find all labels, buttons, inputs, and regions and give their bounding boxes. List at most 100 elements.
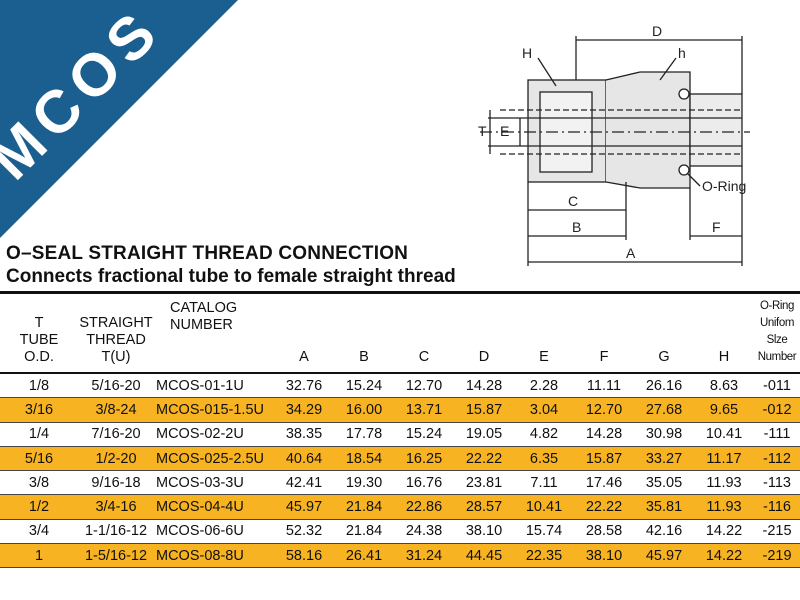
table-cell: 11.17 [694, 446, 754, 472]
label-H: H [522, 45, 532, 61]
table-cell: 10.41 [514, 494, 574, 520]
table-cell: 34.29 [274, 397, 334, 423]
table-cell: 15.74 [514, 519, 574, 545]
table-cell: 26.41 [334, 543, 394, 569]
table-cell: 12.70 [574, 397, 634, 423]
table-cell: 3.04 [514, 397, 574, 423]
table-cell: MCOS-08-8U [154, 543, 274, 569]
table-row: 1 1-5/16-12 MCOS-08-8U 58.16 26.41 31.24 44.45… [0, 543, 800, 569]
table-cell: 14.28 [454, 373, 514, 399]
table-cell: 3/8 [0, 470, 78, 496]
label-D: D [652, 23, 662, 39]
label-C: C [568, 193, 578, 209]
title-rule [0, 291, 800, 294]
table-cell: 19.05 [454, 422, 514, 447]
col-C: C [418, 349, 430, 365]
table-cell: 21.84 [334, 494, 394, 520]
table-cell: -215 [754, 519, 800, 545]
table-cell: -116 [754, 494, 800, 520]
table-cell: 18.54 [334, 446, 394, 472]
table-cell: 31.24 [394, 543, 454, 569]
table-cell: 11.93 [694, 494, 754, 520]
dimension-table: T TUBE O.D. STRAIGHT THREAD T(U) CATALOG… [0, 298, 800, 569]
col-catalog: CATALOG NUMBER [170, 300, 238, 333]
col-D: D [478, 349, 490, 365]
table-cell: 11.11 [574, 373, 634, 399]
col-thread: STRAIGHT THREAD T(U) [79, 315, 153, 365]
table-row: 3/16 3/8-24 MCOS-015-1.5U 34.29 16.00 13.71 15… [0, 397, 800, 423]
table-cell: 14.28 [574, 422, 634, 447]
table-cell: 10.41 [694, 422, 754, 447]
table-cell: MCOS-04-4U [154, 494, 274, 520]
label-A: A [626, 245, 636, 261]
table-cell: -219 [754, 543, 800, 569]
table-cell: 45.97 [634, 543, 694, 569]
table-cell: 3/4-16 [78, 494, 154, 520]
table-cell: 1/2 [0, 494, 78, 520]
table-cell: -111 [754, 422, 800, 447]
table-cell: 44.45 [454, 543, 514, 569]
col-B: B [359, 349, 369, 365]
table-cell: 8.63 [694, 373, 754, 399]
table-cell: 1 [0, 543, 78, 569]
table-cell: 38.35 [274, 422, 334, 447]
table-cell: 1-1/16-12 [78, 519, 154, 545]
table-cell: 32.76 [274, 373, 334, 399]
table-cell: 35.81 [634, 494, 694, 520]
table-cell: 27.68 [634, 397, 694, 423]
table-cell: 45.97 [274, 494, 334, 520]
table-row: 5/16 1/2-20 MCOS-025-2.5U 40.64 18.54 16.25 22… [0, 446, 800, 472]
table-cell: 15.87 [574, 446, 634, 472]
table-row: 3/4 1-1/16-12 MCOS-06-6U 52.32 21.84 24.38 38.… [0, 519, 800, 545]
label-B: B [572, 219, 581, 235]
table-cell: MCOS-025-2.5U [154, 446, 274, 472]
table-cell: 38.10 [574, 543, 634, 569]
table-cell: 52.32 [274, 519, 334, 545]
table-row: 1/2 3/4-16 MCOS-04-4U 45.97 21.84 22.86 28.57 1… [0, 494, 800, 520]
table-cell: 7/16-20 [78, 422, 154, 447]
label-h: h [678, 45, 686, 61]
table-cell: 3/4 [0, 519, 78, 545]
table-cell: 22.22 [454, 446, 514, 472]
table-cell: 14.22 [694, 543, 754, 569]
table-cell: -012 [754, 397, 800, 423]
table-cell: 15.87 [454, 397, 514, 423]
table-cell: 1/2-20 [78, 446, 154, 472]
table-cell: MCOS-06-6U [154, 519, 274, 545]
table-cell: MCOS-015-1.5U [154, 397, 274, 423]
col-oring: O-Ring Unifom Slze Number [757, 300, 797, 363]
col-tube-od: T TUBE O.D. [19, 315, 59, 365]
label-T: T [478, 123, 487, 139]
table-cell: 16.76 [394, 470, 454, 496]
table-cell: 1/4 [0, 422, 78, 447]
table-row: 1/8 5/16-20 MCOS-01-1U 32.76 15.24 12.70 14.28… [0, 373, 800, 399]
table-cell: 6.35 [514, 446, 574, 472]
table-cell: 13.71 [394, 397, 454, 423]
table-cell: 11.93 [694, 470, 754, 496]
table-cell: 42.16 [634, 519, 694, 545]
col-A: A [299, 349, 309, 365]
table-cell: 1-5/16-12 [78, 543, 154, 569]
table-cell: 5/16 [0, 446, 78, 472]
col-G: G [658, 349, 670, 365]
table-cell: 15.24 [394, 422, 454, 447]
table-cell: 16.25 [394, 446, 454, 472]
table-cell: 33.27 [634, 446, 694, 472]
table-cell: 17.46 [574, 470, 634, 496]
table-cell: -011 [754, 373, 800, 399]
table-row: 1/4 7/16-20 MCOS-02-2U 38.35 17.78 15.24 19.05… [0, 422, 800, 447]
table-cell: -113 [754, 470, 800, 496]
table-row: 3/8 9/16-18 MCOS-03-3U 42.41 19.30 16.76 23.81… [0, 470, 800, 496]
table-cell: 38.10 [454, 519, 514, 545]
table-cell: 4.82 [514, 422, 574, 447]
col-E: E [539, 349, 549, 365]
table-cell: 24.38 [394, 519, 454, 545]
table-cell: 14.22 [694, 519, 754, 545]
table-cell: 3/16 [0, 397, 78, 423]
table-cell: 12.70 [394, 373, 454, 399]
table-cell: 22.35 [514, 543, 574, 569]
table-cell: 2.28 [514, 373, 574, 399]
table-cell: 26.16 [634, 373, 694, 399]
table-cell: 17.78 [334, 422, 394, 447]
table-cell: 22.22 [574, 494, 634, 520]
